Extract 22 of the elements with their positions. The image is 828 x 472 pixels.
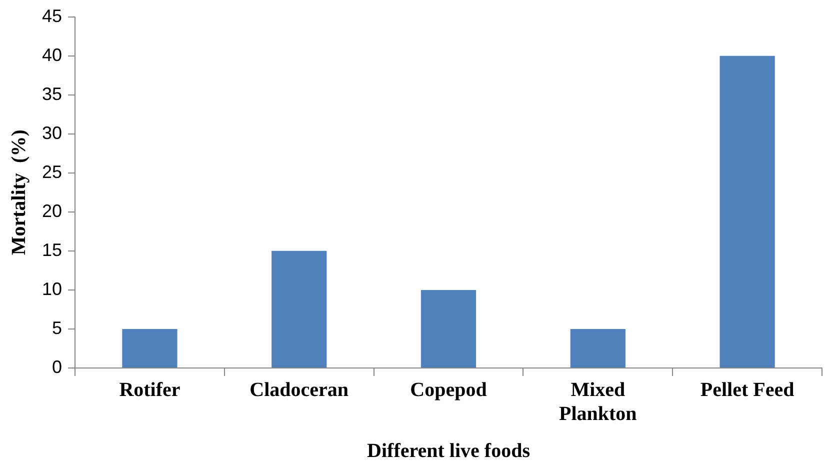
y-tick-label: 35 xyxy=(42,84,62,104)
bar xyxy=(570,328,626,368)
x-tick-label: Mixed Plankton xyxy=(559,379,637,426)
y-tick-label: 0 xyxy=(52,356,62,377)
bar xyxy=(122,328,178,368)
bar xyxy=(272,250,327,368)
y-tick-label: 10 xyxy=(42,278,62,299)
y-tick-label: 45 xyxy=(42,6,62,26)
x-tick-label: Cladoceran xyxy=(250,379,349,402)
x-tick-label: Pellet Feed xyxy=(700,379,794,402)
y-tick-label: 40 xyxy=(42,44,62,65)
y-axis-title: Mortality (%) xyxy=(8,130,30,256)
bar xyxy=(420,290,476,368)
y-tick-label: 5 xyxy=(52,318,62,338)
x-tick-label: Copepod xyxy=(410,379,487,402)
y-tick-label: 15 xyxy=(42,240,62,260)
y-tick-label: 20 xyxy=(42,200,62,221)
bar xyxy=(720,56,775,368)
x-axis-title: Different live foods xyxy=(367,440,530,462)
y-tick-label: 30 xyxy=(42,122,62,143)
y-tick-label: 25 xyxy=(42,162,62,182)
x-tick-label: Rotifer xyxy=(119,379,180,402)
